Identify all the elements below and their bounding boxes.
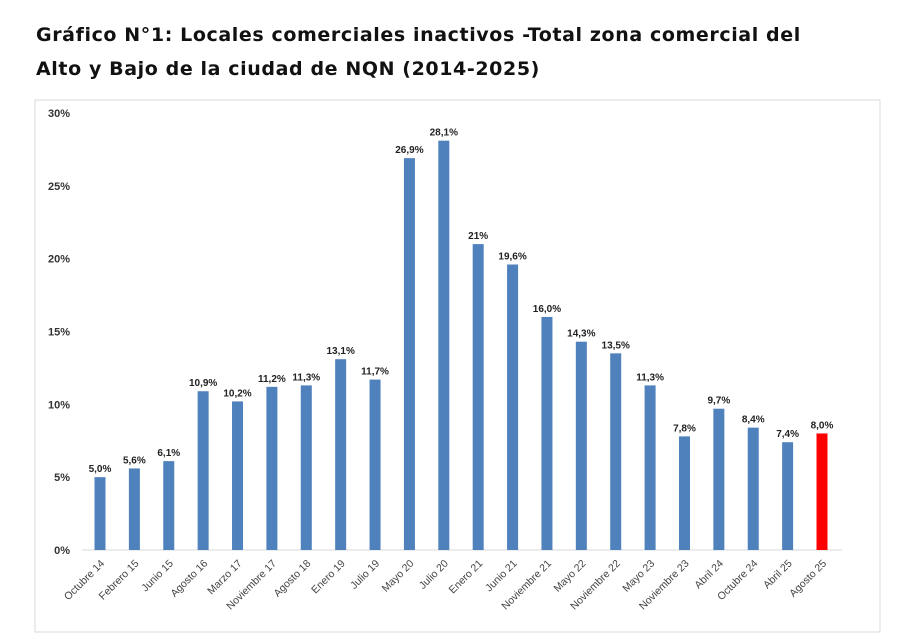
bar [507, 264, 519, 550]
data-label: 19,6% [498, 251, 526, 262]
y-tick-label: 0% [54, 545, 70, 557]
bar [610, 353, 622, 550]
bar [438, 140, 450, 550]
x-tick-label: Julio 20 [417, 558, 451, 592]
y-tick-label: 15% [48, 327, 70, 339]
bar [644, 385, 656, 550]
bar [472, 244, 484, 550]
data-label: 6,1% [157, 448, 180, 459]
data-label: 26,9% [395, 145, 423, 156]
x-tick-label: Agosto 16 [168, 558, 210, 600]
data-label: 10,9% [189, 378, 217, 389]
x-tick-label: Abril 25 [761, 558, 795, 592]
y-tick-label: 20% [48, 254, 70, 266]
bar [335, 359, 347, 550]
data-label: 11,2% [258, 374, 286, 385]
data-label: 5,6% [123, 455, 146, 466]
data-label: 9,7% [707, 396, 730, 407]
x-tick-label: Agosto 18 [271, 558, 313, 600]
bar [94, 477, 106, 550]
data-label: 11,3% [292, 372, 320, 383]
x-tick-label: Enero 19 [309, 558, 348, 597]
data-label: 8,0% [811, 420, 834, 431]
data-label: 8,4% [742, 415, 765, 426]
data-label: 7,4% [776, 429, 799, 440]
bar [747, 427, 759, 550]
bar [369, 379, 381, 550]
plot-area [34, 99, 881, 633]
x-tick-label: Enero 21 [447, 558, 486, 597]
data-label: 13,5% [602, 340, 630, 351]
data-label: 14,3% [567, 329, 595, 340]
x-tick-label: Mayo 20 [380, 558, 417, 595]
bar [816, 433, 828, 550]
data-label: 10,2% [223, 388, 251, 399]
y-tick-label: 10% [48, 399, 70, 411]
bar [782, 442, 794, 550]
bar [713, 408, 725, 550]
data-label: 5,0% [89, 464, 112, 475]
data-label: 11,3% [636, 372, 664, 383]
bar [197, 391, 209, 550]
bar [128, 468, 140, 550]
x-tick-label: Julio 19 [348, 558, 382, 592]
data-label: 13,1% [326, 346, 354, 357]
data-label: 28,1% [430, 128, 458, 139]
bar [300, 385, 312, 550]
y-tick-label: 30% [48, 108, 70, 120]
bar [541, 316, 553, 550]
data-label: 16,0% [533, 304, 561, 315]
y-tick-label: 5% [54, 472, 70, 484]
x-tick-label: Abril 24 [692, 558, 726, 592]
bar [232, 401, 244, 550]
data-label: 7,8% [673, 423, 696, 434]
bar [678, 436, 690, 550]
bar [403, 158, 415, 550]
y-tick-label: 25% [48, 181, 70, 193]
chart-title: Gráfico N°1: Locales comerciales inactiv… [36, 24, 801, 80]
bar [575, 341, 587, 550]
data-label: 11,7% [361, 367, 389, 378]
bar [163, 461, 175, 550]
x-tick-label: Agosto 25 [787, 558, 829, 600]
data-label: 21% [468, 231, 488, 242]
bar [266, 386, 278, 550]
